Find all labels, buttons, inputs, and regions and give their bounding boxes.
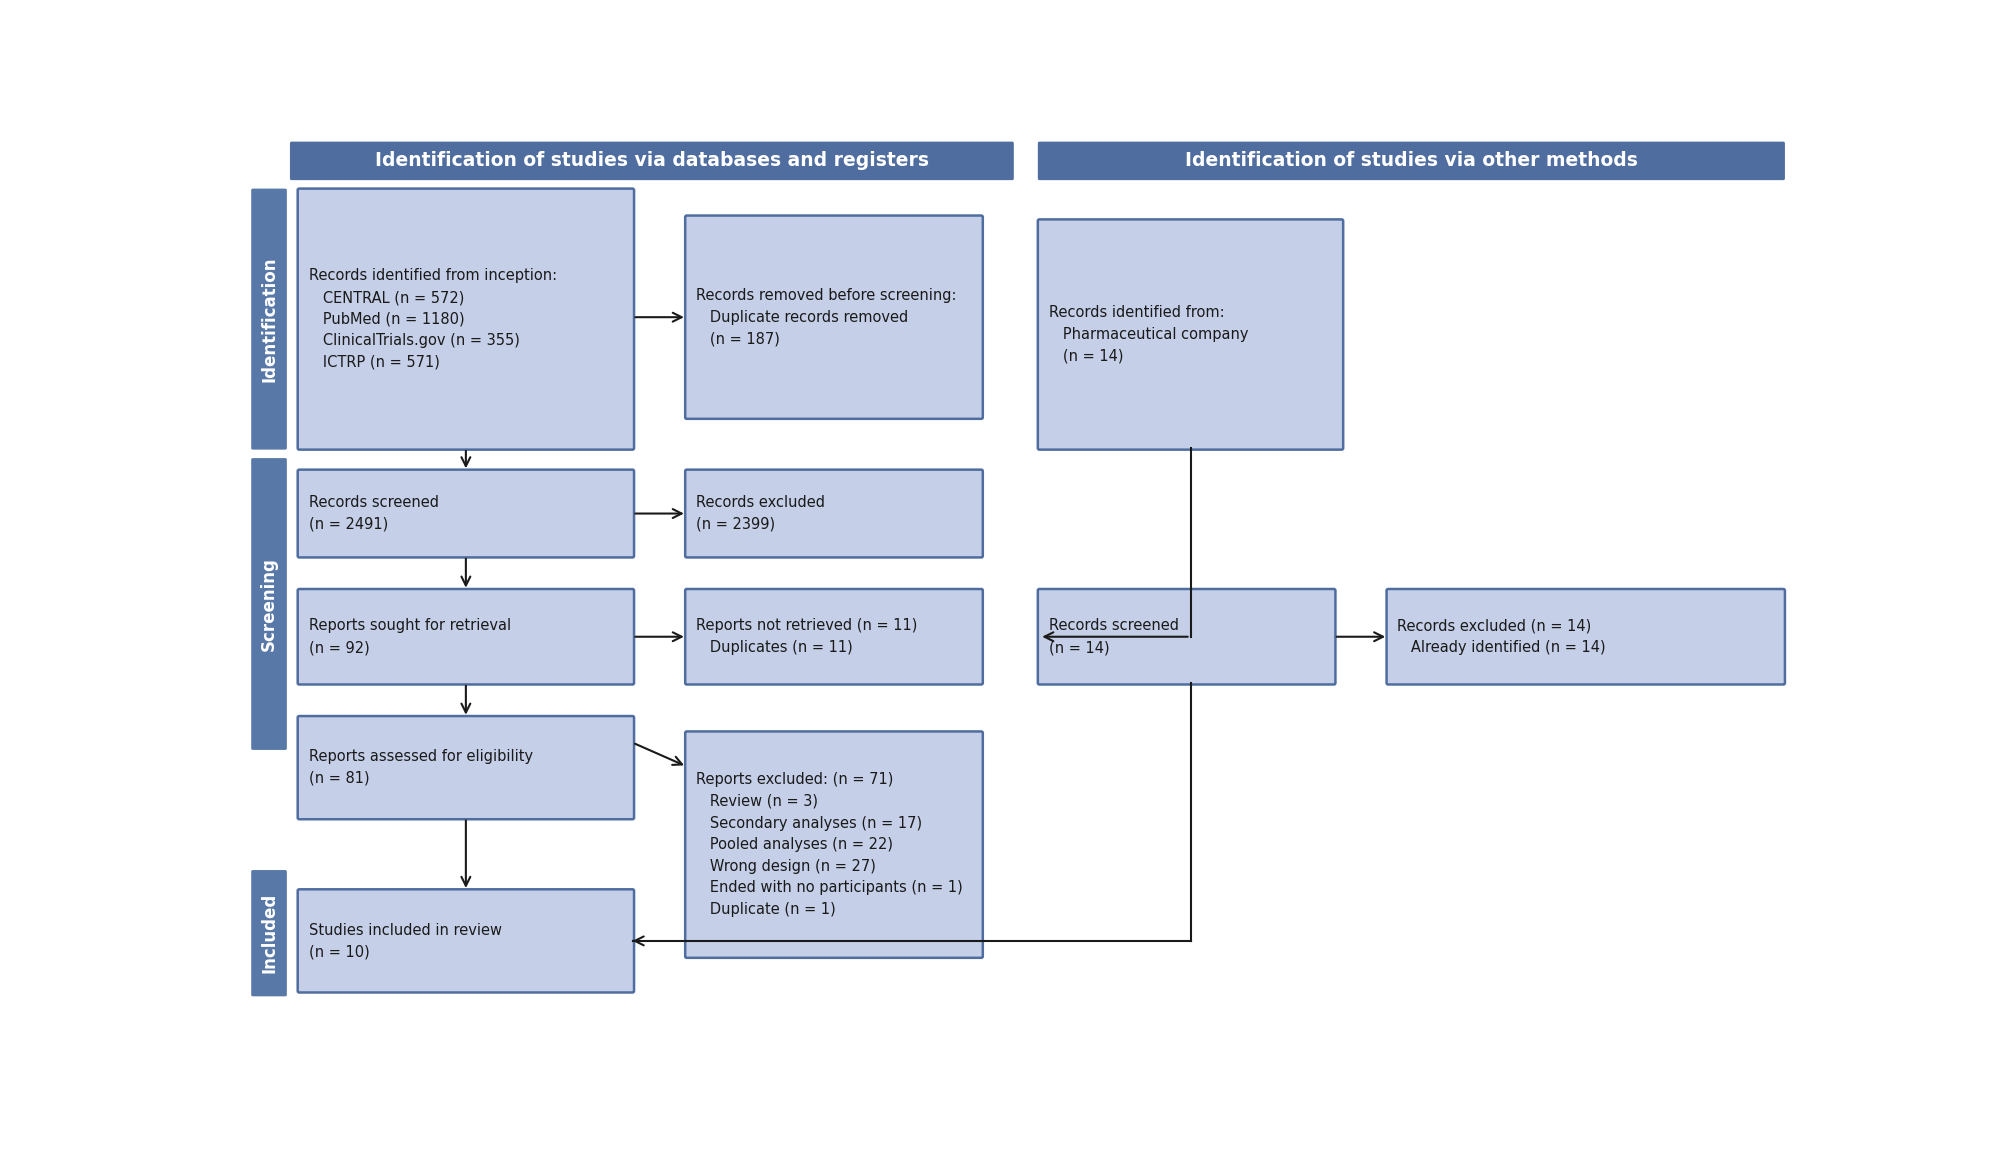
Text: Reports sought for retrieval
(n = 92): Reports sought for retrieval (n = 92) <box>309 619 510 655</box>
Text: Reports excluded: (n = 71)
   Review (n = 3)
   Secondary analyses (n = 17)
   P: Reports excluded: (n = 71) Review (n = 3… <box>697 772 964 917</box>
FancyBboxPatch shape <box>685 589 984 685</box>
Text: Reports assessed for eligibility
(n = 81): Reports assessed for eligibility (n = 81… <box>309 749 534 786</box>
Text: Identification of studies via databases and registers: Identification of studies via databases … <box>374 151 930 171</box>
Text: Records screened
(n = 14): Records screened (n = 14) <box>1049 619 1179 655</box>
FancyBboxPatch shape <box>685 216 984 419</box>
FancyBboxPatch shape <box>251 870 287 996</box>
FancyBboxPatch shape <box>291 142 1013 180</box>
Text: Screening: Screening <box>261 557 279 651</box>
FancyBboxPatch shape <box>299 889 633 993</box>
FancyBboxPatch shape <box>299 470 633 557</box>
FancyBboxPatch shape <box>685 731 984 958</box>
FancyBboxPatch shape <box>685 470 984 557</box>
FancyBboxPatch shape <box>299 716 633 820</box>
Text: Studies included in review
(n = 10): Studies included in review (n = 10) <box>309 923 502 959</box>
Text: Records identified from:
   Pharmaceutical company
   (n = 14): Records identified from: Pharmaceutical … <box>1049 305 1248 363</box>
FancyBboxPatch shape <box>1386 589 1784 685</box>
FancyBboxPatch shape <box>251 459 287 750</box>
FancyBboxPatch shape <box>1037 589 1336 685</box>
FancyBboxPatch shape <box>251 188 287 449</box>
Text: Identification of studies via other methods: Identification of studies via other meth… <box>1185 151 1639 171</box>
Text: Records screened
(n = 2491): Records screened (n = 2491) <box>309 496 438 532</box>
Text: Records excluded (n = 14)
   Already identified (n = 14): Records excluded (n = 14) Already identi… <box>1398 619 1607 655</box>
Text: Identification: Identification <box>261 257 279 382</box>
FancyBboxPatch shape <box>1037 219 1344 449</box>
FancyBboxPatch shape <box>299 589 633 685</box>
FancyBboxPatch shape <box>299 188 633 449</box>
Text: Records removed before screening:
   Duplicate records removed
   (n = 187): Records removed before screening: Duplic… <box>697 288 956 346</box>
FancyBboxPatch shape <box>1037 142 1784 180</box>
Text: Records identified from inception:
   CENTRAL (n = 572)
   PubMed (n = 1180)
   : Records identified from inception: CENTR… <box>309 268 557 370</box>
Text: Records excluded
(n = 2399): Records excluded (n = 2399) <box>697 496 824 532</box>
Text: Included: Included <box>261 893 279 973</box>
Text: Reports not retrieved (n = 11)
   Duplicates (n = 11): Reports not retrieved (n = 11) Duplicate… <box>697 619 918 655</box>
